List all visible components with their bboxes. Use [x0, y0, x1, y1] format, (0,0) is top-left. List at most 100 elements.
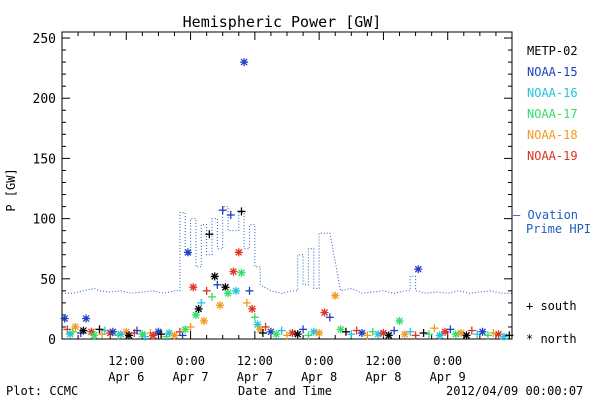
south-point — [304, 331, 313, 340]
north-point — [79, 326, 88, 335]
y-tick-label: 250 — [33, 32, 56, 47]
x-tick-label-time: 0:00 — [433, 354, 462, 368]
north-point — [478, 327, 487, 336]
y-tick-label: 0 — [48, 333, 56, 348]
south-point — [505, 331, 514, 340]
x-tick-label-date: Apr 8 — [301, 370, 337, 384]
footer-credit: Plot: CCMC — [6, 384, 78, 398]
marker-stroke — [495, 330, 503, 338]
south-point — [237, 207, 246, 216]
marker-stroke — [414, 265, 422, 273]
x-tick-label-time: 12:00 — [237, 354, 273, 368]
marker-stroke — [192, 311, 200, 319]
south-point — [419, 328, 428, 337]
marker-stroke — [374, 330, 382, 338]
south-point — [178, 331, 187, 340]
marker-stroke — [232, 287, 240, 295]
north-point — [288, 328, 297, 337]
south-point — [95, 325, 104, 334]
marker-stroke — [216, 301, 224, 309]
plot-frame — [61, 31, 513, 340]
y-tick-label: 50 — [40, 273, 56, 288]
x-tick-label-date: Apr 9 — [430, 370, 466, 384]
marker-stroke — [337, 325, 345, 333]
marker-stroke — [452, 330, 460, 338]
marker-stroke — [321, 309, 328, 316]
marker-stroke — [238, 269, 245, 277]
north-point — [384, 331, 393, 340]
legend-entry-satellite: NOAA-15 — [527, 65, 578, 79]
marker-stroke — [211, 272, 219, 280]
south-point — [299, 325, 308, 334]
north-point — [229, 267, 238, 276]
north-point — [414, 265, 423, 274]
x-axis-label: Date and Time — [238, 384, 332, 398]
north-point — [451, 330, 460, 339]
y-tick-label: 150 — [33, 152, 56, 167]
marker-stroke — [195, 305, 203, 313]
north-point — [216, 301, 225, 310]
x-tick-label-date: Apr 7 — [173, 370, 209, 384]
north-point — [435, 331, 444, 340]
marker-stroke — [149, 331, 157, 339]
axes: 0 50 100 150 200 250 12:00 Apr 6 0:00 Apr 7 12:00 A… — [33, 31, 513, 384]
legend-ovation-line1: – Ovation — [513, 208, 578, 222]
south-point — [141, 332, 150, 341]
south-point — [205, 230, 214, 239]
south-point — [363, 331, 372, 340]
north-point — [441, 327, 450, 336]
south-point — [213, 280, 222, 289]
south-point — [411, 331, 420, 340]
legend-entry-satellite: NOAA-17 — [527, 107, 578, 121]
south-point — [483, 331, 492, 340]
north-point — [82, 314, 91, 323]
legend-entry-satellite: METP-02 — [527, 44, 578, 58]
marker-stroke — [82, 315, 90, 322]
legend: METP-02 NOAA-15 NOAA-16 NOAA-17 NOAA-18 NOAA-… — [513, 44, 591, 346]
marker-stroke — [184, 248, 192, 256]
south-point — [157, 330, 166, 339]
south-point — [406, 327, 415, 336]
y-axis-label: P [GW] — [4, 168, 18, 211]
north-point — [240, 58, 249, 67]
marker-stroke — [267, 328, 275, 336]
south-point — [424, 330, 433, 339]
marker-stroke — [122, 328, 130, 336]
north-point — [224, 289, 233, 298]
south-point — [250, 313, 259, 322]
south-point — [197, 298, 206, 307]
south-point — [325, 313, 334, 322]
north-point — [170, 331, 179, 340]
marker-stroke — [154, 328, 162, 336]
south-point — [242, 298, 251, 307]
south-point — [446, 325, 455, 334]
marker-stroke — [254, 321, 261, 329]
north-point — [71, 322, 80, 331]
north-point — [60, 314, 69, 323]
north-point — [90, 331, 99, 340]
north-point — [199, 316, 208, 325]
x-tick-label-date: Apr 6 — [108, 370, 144, 384]
legend-entry-satellite: NOAA-19 — [527, 149, 578, 163]
marker-stroke — [235, 248, 243, 256]
x-tick-label-date: Apr 7 — [237, 370, 273, 384]
marker-stroke — [331, 292, 339, 300]
marker-stroke — [500, 333, 508, 341]
marker-stroke — [457, 329, 465, 337]
marker-stroke — [71, 323, 79, 331]
north-point — [232, 286, 241, 295]
south-point — [430, 324, 439, 333]
south-point — [218, 206, 227, 215]
marker-stroke — [272, 330, 280, 338]
north-point — [237, 268, 246, 277]
marker-stroke — [310, 328, 318, 336]
north-point — [499, 332, 508, 341]
north-point — [331, 291, 340, 300]
north-point — [194, 304, 203, 313]
legend-entry-satellite: NOAA-16 — [527, 86, 578, 100]
north-point — [315, 328, 324, 337]
x-tick-label-time: 0:00 — [176, 354, 205, 368]
north-point — [108, 327, 117, 336]
ovation-line — [62, 206, 512, 294]
